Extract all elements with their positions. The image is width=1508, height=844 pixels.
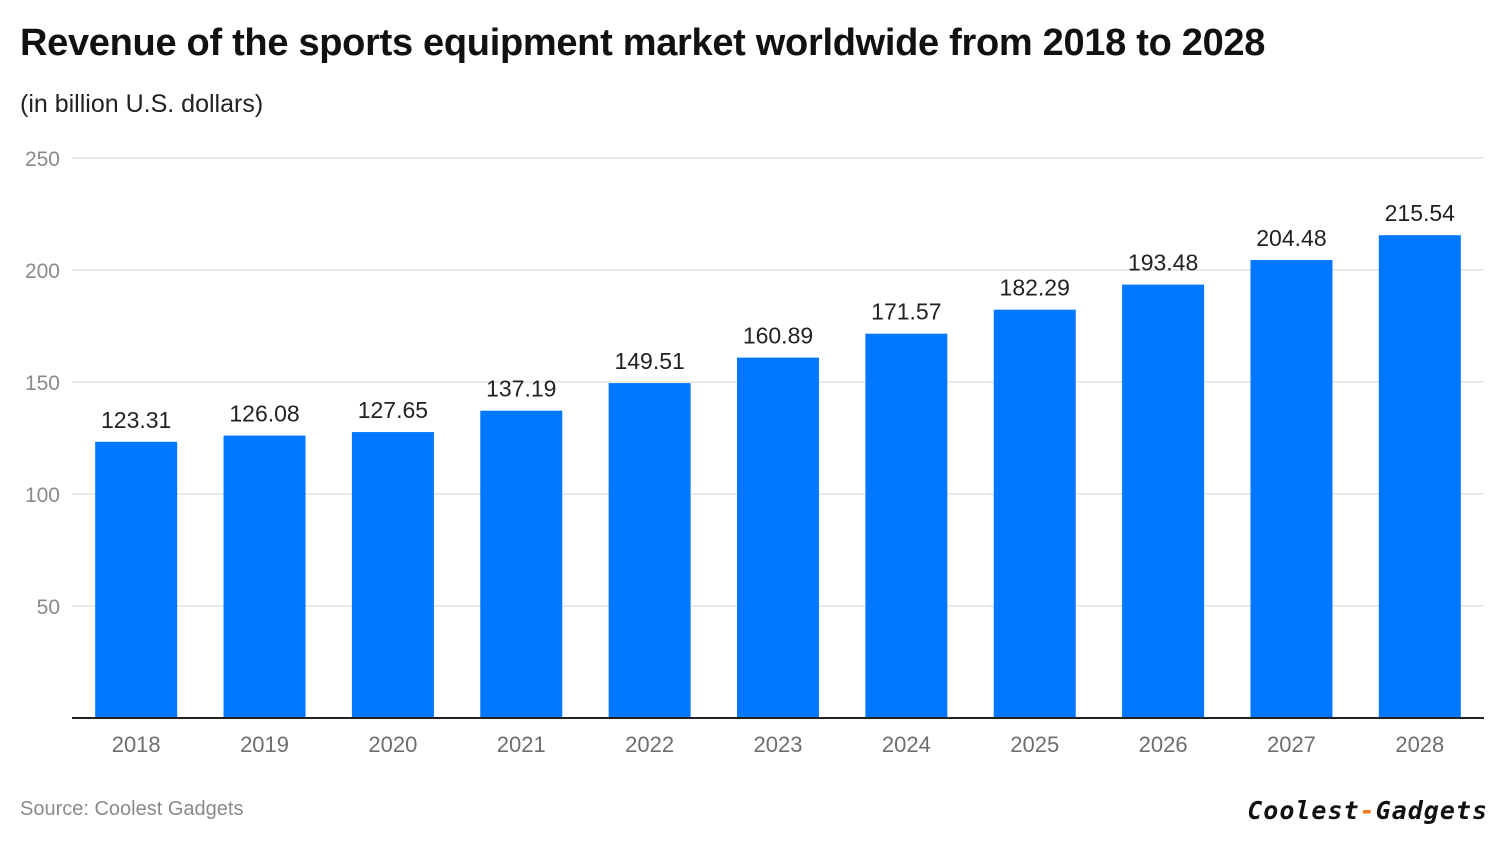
bar-2024: [865, 333, 948, 718]
x-tick-label: 2024: [882, 732, 931, 757]
x-tick-label: 2026: [1139, 732, 1188, 757]
data-labels: 123.31 126.08 127.65 137.19 149.51 160.89 171.…: [101, 200, 1455, 433]
x-tick-label: 2027: [1267, 732, 1316, 757]
bars: [95, 235, 1461, 718]
y-tick-label: 150: [25, 372, 60, 395]
data-label: 137.19: [486, 376, 556, 402]
x-axis-ticks: 2018 2019 2020 2021 2022 2023 2024 2025 2026 2027…: [112, 732, 1445, 757]
bar-2025: [993, 309, 1076, 718]
bar-2022: [608, 383, 691, 718]
x-tick-label: 2020: [368, 732, 417, 757]
logo-separator: -: [1359, 796, 1376, 825]
bar-2018: [95, 441, 178, 718]
logo-text-left: Coolest: [1247, 796, 1360, 825]
x-tick-label: 2022: [625, 732, 674, 757]
brand-logo: Coolest-Gadgets: [1247, 796, 1488, 825]
data-label: 160.89: [743, 323, 813, 349]
x-tick-label: 2025: [1010, 732, 1059, 757]
y-tick-label: 50: [37, 596, 60, 619]
bar-2021: [480, 410, 563, 718]
bar-2026: [1122, 284, 1205, 718]
chart-subtitle: (in billion U.S. dollars): [20, 90, 264, 118]
x-tick-label: 2019: [240, 732, 289, 757]
y-tick-label: 250: [25, 148, 60, 171]
source-note: Source: Coolest Gadgets: [20, 798, 244, 820]
logo-text-right: Gadgets: [1375, 796, 1488, 825]
bar-2027: [1250, 259, 1333, 718]
x-tick-label: 2021: [497, 732, 546, 757]
data-label: 126.08: [229, 401, 299, 427]
data-label: 193.48: [1128, 250, 1198, 276]
x-tick-label: 2028: [1395, 732, 1444, 757]
y-tick-label: 200: [25, 260, 60, 283]
data-label: 204.48: [1256, 225, 1326, 251]
data-label: 149.51: [614, 348, 684, 374]
bar-2023: [737, 357, 819, 718]
data-label: 127.65: [358, 397, 428, 423]
data-label: 171.57: [871, 299, 941, 325]
bar-2019: [223, 435, 306, 718]
bar-2028: [1378, 235, 1461, 718]
data-label: 182.29: [1000, 275, 1070, 301]
chart-title: Revenue of the sports equipment market w…: [20, 22, 1266, 64]
x-tick-label: 2023: [754, 732, 803, 757]
x-tick-label: 2018: [112, 732, 161, 757]
bar-2020: [351, 432, 434, 718]
data-label: 123.31: [101, 407, 171, 433]
data-label: 215.54: [1385, 200, 1456, 226]
y-axis-ticks: 50 100 150 200 250: [25, 148, 60, 619]
y-tick-label: 100: [25, 484, 60, 507]
